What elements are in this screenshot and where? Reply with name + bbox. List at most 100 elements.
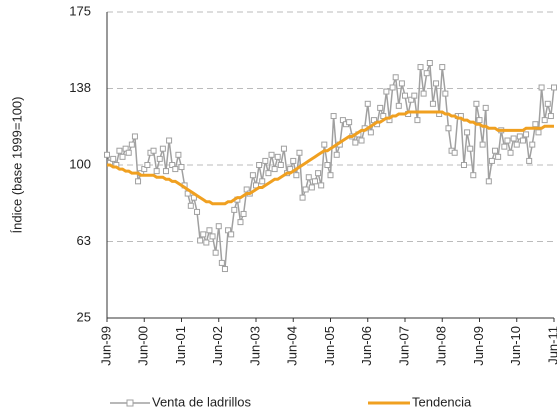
point <box>504 137 511 144</box>
x-tick-label: Jun-08 <box>434 326 449 366</box>
point <box>547 113 554 120</box>
point <box>240 210 247 217</box>
point <box>414 117 421 124</box>
legend-label: Tendencia <box>412 394 472 409</box>
point <box>135 178 142 185</box>
point <box>377 104 384 111</box>
point <box>296 149 303 156</box>
point <box>290 157 297 164</box>
point <box>439 64 446 71</box>
point <box>408 96 415 103</box>
point <box>485 178 492 185</box>
point <box>256 162 263 168</box>
point <box>488 157 495 164</box>
point <box>206 227 213 234</box>
point <box>178 164 185 171</box>
point <box>299 194 306 201</box>
point <box>141 166 148 173</box>
point <box>358 137 365 144</box>
point <box>523 131 530 138</box>
point <box>333 151 340 158</box>
point <box>131 133 138 140</box>
point <box>237 219 244 226</box>
point <box>535 129 542 136</box>
point <box>445 125 452 132</box>
point <box>228 231 235 238</box>
point <box>262 157 269 164</box>
x-tick-label: Jun-02 <box>210 326 225 366</box>
x-tick-label: Jun-07 <box>396 326 411 366</box>
point <box>324 162 331 168</box>
point <box>513 141 520 148</box>
point <box>492 147 499 154</box>
point <box>156 155 163 162</box>
point <box>392 74 399 81</box>
point <box>302 186 309 193</box>
point <box>271 166 278 173</box>
point <box>507 149 514 156</box>
point <box>464 129 471 136</box>
point <box>330 113 337 120</box>
point <box>218 259 225 266</box>
point <box>526 157 533 164</box>
point <box>128 141 135 148</box>
point <box>277 162 284 168</box>
point <box>162 168 169 175</box>
point <box>104 151 110 158</box>
point <box>383 88 390 95</box>
point <box>212 249 219 256</box>
point <box>197 237 204 244</box>
point <box>175 151 182 158</box>
x-tick-label: Jun-01 <box>173 326 188 366</box>
point <box>467 145 474 152</box>
series-line <box>107 110 554 206</box>
y-tick-label: 63 <box>77 233 91 248</box>
point <box>172 166 179 173</box>
point <box>420 90 427 97</box>
point <box>367 129 374 136</box>
point <box>551 84 557 91</box>
point <box>327 172 334 179</box>
point <box>411 92 418 99</box>
point <box>311 178 318 185</box>
point <box>194 208 201 215</box>
point <box>442 90 449 97</box>
point <box>510 135 517 142</box>
point <box>538 84 545 91</box>
point <box>473 100 480 107</box>
point <box>402 92 408 99</box>
point <box>221 266 228 273</box>
point <box>423 70 430 77</box>
point <box>110 155 117 162</box>
legend-label: Venta de ladrillos <box>152 394 252 409</box>
x-tick-label: Jun-00 <box>136 326 151 366</box>
point <box>293 172 300 179</box>
point <box>429 100 436 107</box>
point <box>116 147 123 154</box>
point <box>501 143 508 150</box>
point <box>495 153 502 160</box>
point <box>460 162 467 168</box>
point <box>395 102 402 109</box>
y-tick-label: 100 <box>69 156 91 171</box>
point <box>187 202 194 209</box>
point <box>476 117 483 124</box>
point <box>398 80 405 87</box>
point <box>364 100 371 107</box>
point <box>433 80 440 87</box>
point <box>166 137 173 144</box>
point <box>417 64 424 71</box>
point <box>479 141 486 148</box>
y-tick-label: 25 <box>77 309 91 324</box>
legend-marker <box>126 399 134 407</box>
point <box>516 133 523 140</box>
point <box>519 137 526 144</box>
point <box>268 151 275 158</box>
point <box>150 147 157 154</box>
point <box>529 141 536 148</box>
point <box>308 184 315 191</box>
point <box>200 231 207 238</box>
point <box>225 227 232 234</box>
point <box>125 149 132 156</box>
